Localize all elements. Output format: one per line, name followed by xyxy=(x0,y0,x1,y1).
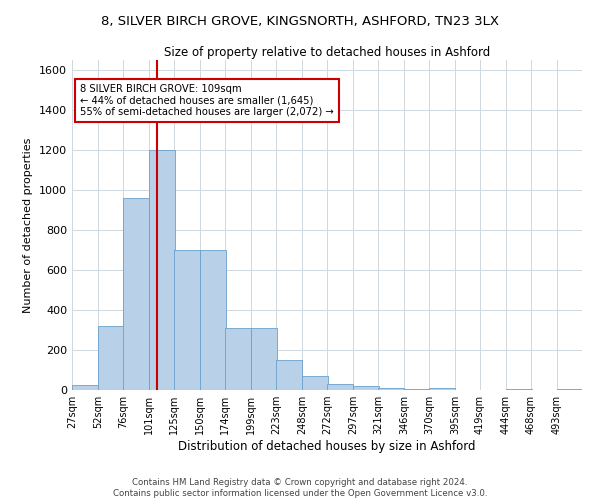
Bar xyxy=(353,386,379,390)
Bar xyxy=(98,326,124,390)
Bar xyxy=(251,328,277,390)
X-axis label: Distribution of detached houses by size in Ashford: Distribution of detached houses by size … xyxy=(178,440,476,453)
Bar xyxy=(200,250,226,390)
Bar xyxy=(327,384,353,390)
Bar xyxy=(174,250,200,390)
Bar xyxy=(302,376,328,390)
Text: Contains HM Land Registry data © Crown copyright and database right 2024.
Contai: Contains HM Land Registry data © Crown c… xyxy=(113,478,487,498)
Bar xyxy=(506,389,532,390)
Bar xyxy=(276,360,302,390)
Bar xyxy=(404,389,430,390)
Bar xyxy=(225,328,251,390)
Text: 8 SILVER BIRCH GROVE: 109sqm
← 44% of detached houses are smaller (1,645)
55% of: 8 SILVER BIRCH GROVE: 109sqm ← 44% of de… xyxy=(80,84,334,117)
Y-axis label: Number of detached properties: Number of detached properties xyxy=(23,138,34,312)
Title: Size of property relative to detached houses in Ashford: Size of property relative to detached ho… xyxy=(164,46,490,59)
Bar xyxy=(429,388,455,390)
Text: 8, SILVER BIRCH GROVE, KINGSNORTH, ASHFORD, TN23 3LX: 8, SILVER BIRCH GROVE, KINGSNORTH, ASHFO… xyxy=(101,15,499,28)
Bar xyxy=(378,388,404,390)
Bar xyxy=(149,150,175,390)
Bar xyxy=(72,385,98,390)
Bar xyxy=(123,198,149,390)
Bar xyxy=(557,389,583,390)
